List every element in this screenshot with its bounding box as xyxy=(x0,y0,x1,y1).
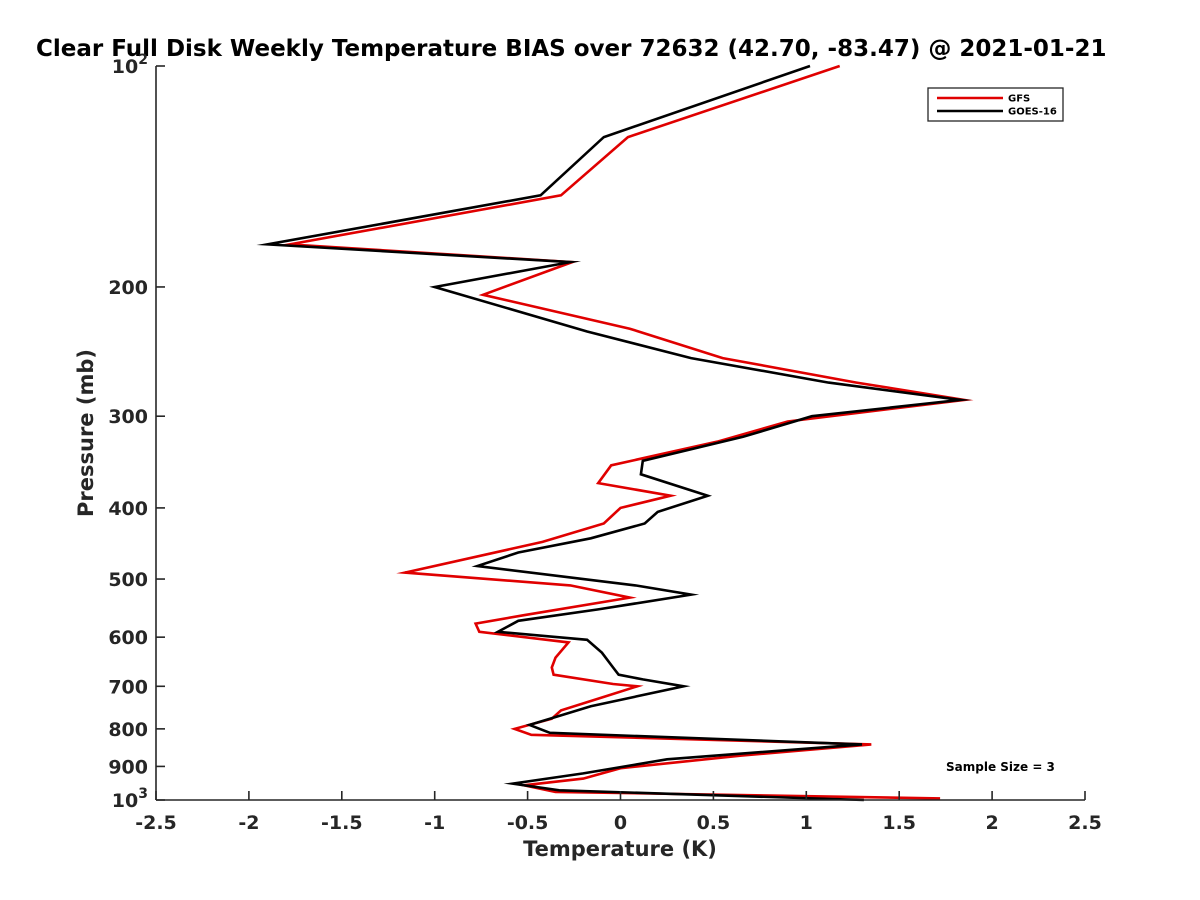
series-line-goes-16 xyxy=(256,64,972,802)
series-line-gfs xyxy=(279,64,974,800)
x-tick-label: 2.5 xyxy=(1068,812,1102,834)
x-tick-label: -0.5 xyxy=(507,812,549,834)
y-tick-label: 102 xyxy=(112,52,148,78)
y-tick-label: 400 xyxy=(108,498,148,520)
legend-label-goes16: GOES-16 xyxy=(1008,107,1057,118)
x-tick-label: 1 xyxy=(800,812,813,834)
y-tick-label: 900 xyxy=(108,756,148,778)
y-axis-ticks: 102 200 300 400 500 600 700 800 900 103 xyxy=(108,52,165,812)
y-tick-label: 700 xyxy=(108,676,148,698)
y-tick-label: 200 xyxy=(108,277,148,299)
x-tick-label: -1 xyxy=(424,812,445,834)
y-tick-label: 300 xyxy=(108,406,148,428)
y-tick-label: 103 xyxy=(112,786,148,812)
y-tick-label: 500 xyxy=(108,569,148,591)
x-tick-label: 1.5 xyxy=(882,812,916,834)
x-tick-label: -1.5 xyxy=(321,812,363,834)
x-tick-label: -2 xyxy=(238,812,259,834)
y-tick-label: 600 xyxy=(108,627,148,649)
legend-label-gfs: GFS xyxy=(1008,94,1030,105)
y-tick-label: 800 xyxy=(108,719,148,741)
y-axis-label: Pressure (mb) xyxy=(74,349,98,517)
x-tick-label: 2 xyxy=(985,812,998,834)
chart-title: Clear Full Disk Weekly Temperature BIAS … xyxy=(36,36,1106,62)
x-tick-label: 0 xyxy=(614,812,627,834)
x-axis-ticks: -2.5 -2 -1.5 -1 -0.5 0 0.5 1 1.5 2 2.5 xyxy=(135,791,1102,834)
sample-size-annotation: Sample Size = 3 xyxy=(946,760,1055,774)
x-axis-label: Temperature (K) xyxy=(523,837,717,861)
series-layer xyxy=(256,64,974,802)
legend-box xyxy=(927,87,1064,122)
x-tick-label: 0.5 xyxy=(697,812,731,834)
legend: GFS GOES-16 xyxy=(927,87,1064,122)
plot-area: -2.5 -2 -1.5 -1 -0.5 0 0.5 1 1.5 2 2.5 102 200 300 40… xyxy=(108,52,1102,834)
x-tick-label: -2.5 xyxy=(135,812,177,834)
